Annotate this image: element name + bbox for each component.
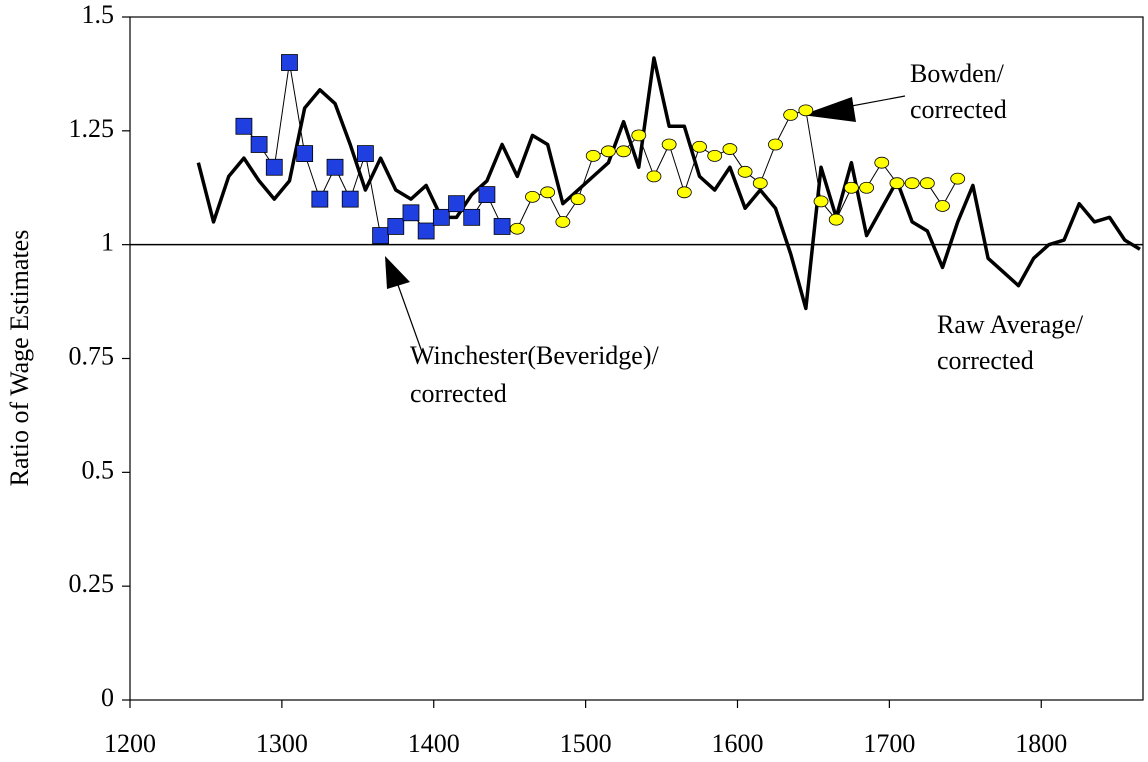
marker [341, 190, 359, 208]
marker [707, 149, 723, 162]
y-tick-label: 1.5 [82, 0, 115, 29]
marker [859, 181, 874, 194]
annotation: corrected [937, 346, 1034, 375]
marker [768, 138, 783, 151]
marker [631, 129, 647, 142]
x-tick-label: 1200 [104, 729, 156, 758]
series-line [516, 109, 959, 229]
annotation: Raw Average/ [937, 310, 1084, 339]
x-tick-label: 1400 [408, 729, 460, 758]
marker [798, 104, 814, 117]
marker [783, 108, 799, 121]
annotation: corrected [410, 379, 507, 408]
marker [448, 195, 465, 213]
marker [402, 204, 420, 222]
marker [296, 145, 314, 163]
marker [692, 140, 707, 153]
x-tick-label: 1800 [1015, 729, 1067, 758]
marker [478, 186, 496, 203]
marker [828, 213, 844, 226]
marker [570, 193, 586, 206]
marker [813, 195, 829, 208]
marker [326, 158, 344, 176]
arrow-shaft [397, 284, 423, 353]
marker [281, 54, 298, 71]
y-tick-label: 1 [101, 228, 114, 257]
marker [874, 156, 890, 169]
marker [463, 208, 481, 226]
y-tick-label: 1.25 [69, 114, 115, 143]
annotation: Winchester(Beveridge)/ [410, 341, 660, 370]
marker [493, 218, 511, 235]
marker [372, 227, 389, 244]
marker [950, 172, 966, 185]
y-tick-label: 0.25 [69, 569, 115, 598]
annotation: corrected [910, 95, 1007, 124]
y-tick-label: 0 [101, 683, 114, 712]
arrow-head [802, 97, 856, 122]
arrow-head [385, 256, 410, 289]
marker [357, 145, 374, 163]
marker [250, 136, 268, 153]
y-axis-label: Ratio of Wage Estimates [5, 230, 34, 487]
marker [722, 143, 738, 155]
marker [889, 177, 905, 190]
marker [387, 218, 405, 235]
marker [509, 222, 525, 235]
marker [752, 177, 768, 190]
marker [555, 215, 571, 228]
marker [676, 186, 692, 199]
marker [417, 222, 435, 240]
marker [844, 181, 859, 194]
marker [265, 158, 283, 176]
marker [525, 190, 540, 203]
x-tick-label: 1600 [711, 729, 763, 758]
marker [432, 208, 450, 226]
marker [601, 145, 616, 158]
annotation-arrows [385, 95, 906, 353]
marker [661, 138, 677, 151]
y-tick-label: 0.75 [69, 341, 115, 370]
marker [904, 177, 920, 190]
marker [540, 186, 556, 199]
marker [585, 149, 601, 162]
marker [235, 117, 253, 135]
series-line [196, 56, 1141, 311]
x-tick-label: 1300 [256, 729, 308, 758]
marker [935, 200, 950, 212]
x-tick-label: 1500 [560, 729, 612, 758]
marker [919, 177, 935, 190]
marker [737, 165, 753, 178]
marker [646, 170, 662, 183]
y-tick-label: 0.5 [82, 455, 115, 484]
x-tick-label: 1700 [863, 729, 915, 758]
marker [616, 145, 631, 158]
marker [311, 190, 329, 208]
annotation: Bowden/ [910, 59, 1005, 88]
